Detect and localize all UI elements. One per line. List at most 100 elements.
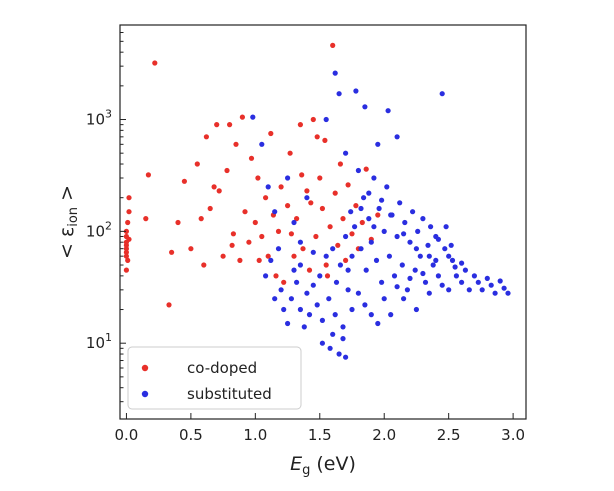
point-co-doped [123,253,129,259]
point-co-doped [363,166,369,172]
point-substituted [375,320,381,327]
point-co-doped [166,302,172,308]
point-substituted [330,331,336,337]
point-co-doped [214,122,220,128]
legend-box [127,346,302,410]
point-substituted [426,290,432,296]
point-co-doped [322,137,328,143]
point-co-doped [242,209,248,215]
point-substituted [420,216,426,222]
point-substituted [330,246,336,252]
point-substituted [385,108,391,114]
point-substituted [371,224,377,230]
point-substituted [399,262,405,268]
point-co-doped [255,175,261,181]
point-co-doped [313,233,319,240]
point-substituted [265,184,271,190]
point-co-doped [287,150,293,156]
point-substituted [319,317,325,323]
point-substituted [446,287,452,293]
point-co-doped [310,116,316,123]
point-substituted [263,273,269,279]
point-substituted [459,279,465,285]
point-co-doped [314,134,320,140]
point-substituted [381,296,387,302]
point-substituted [272,209,278,215]
point-substituted [259,141,265,147]
point-substituted [492,290,498,296]
point-substituted [268,257,274,263]
point-substituted [343,233,349,240]
y-tick-label: 102 [86,219,112,240]
point-substituted [394,284,400,290]
point-co-doped [152,60,158,66]
point-substituted [355,167,361,174]
point-substituted [413,246,419,252]
point-co-doped [123,267,129,273]
point-co-doped [203,134,209,140]
point-co-doped [126,209,132,215]
point-substituted [297,239,303,245]
point-substituted [332,70,338,76]
point-co-doped [317,175,323,181]
y-tick-label: 101 [86,331,112,352]
point-co-doped [349,231,355,237]
point-co-doped [126,195,132,201]
point-co-doped [323,262,329,268]
point-co-doped [233,141,239,147]
point-substituted [471,273,477,279]
point-substituted [327,345,333,351]
point-substituted [366,216,372,222]
point-substituted [488,282,494,288]
x-tick-label: 0.0 [115,426,139,444]
point-substituted [453,273,459,279]
point-substituted [497,278,503,284]
point-substituted [323,253,329,259]
x-axis-label: Eg (eV) [290,453,356,478]
point-substituted [413,306,419,313]
x-tick-label: 3.0 [501,426,525,444]
point-substituted [404,287,410,293]
point-co-doped [332,190,338,196]
point-substituted [348,209,354,215]
legend: co-doped substituted [127,346,302,410]
point-substituted [291,219,297,226]
point-co-doped [237,257,243,263]
point-co-doped [201,262,207,268]
point-co-doped [297,122,303,128]
point-substituted [349,253,355,259]
point-substituted [410,209,416,215]
point-substituted [285,320,291,327]
point-substituted [278,287,284,293]
point-substituted [343,150,349,156]
point-substituted [442,246,448,252]
point-substituted [352,224,358,230]
point-co-doped [207,205,213,212]
x-tick-label: 2.5 [437,426,461,444]
point-substituted [428,224,434,230]
legend-label-substituted: substituted [187,385,272,403]
point-substituted [401,296,407,302]
point-co-doped [265,253,271,259]
point-substituted [373,257,380,263]
point-co-doped [126,236,132,242]
point-substituted [397,200,403,206]
point-co-doped [299,172,305,178]
point-co-doped [327,224,333,230]
point-co-doped [248,155,255,161]
point-substituted [388,212,394,218]
point-substituted [462,267,468,273]
point-substituted [304,290,310,296]
point-substituted [336,351,342,357]
point-substituted [407,239,413,245]
point-substituted [366,190,372,196]
point-substituted [362,104,368,110]
point-co-doped [198,216,204,222]
point-substituted [304,195,310,201]
point-substituted [291,267,297,273]
point-co-doped [194,161,200,167]
point-co-doped [319,205,325,212]
y-axis-label: < εion > [56,185,81,259]
point-substituted [310,282,316,288]
point-substituted [376,205,382,212]
